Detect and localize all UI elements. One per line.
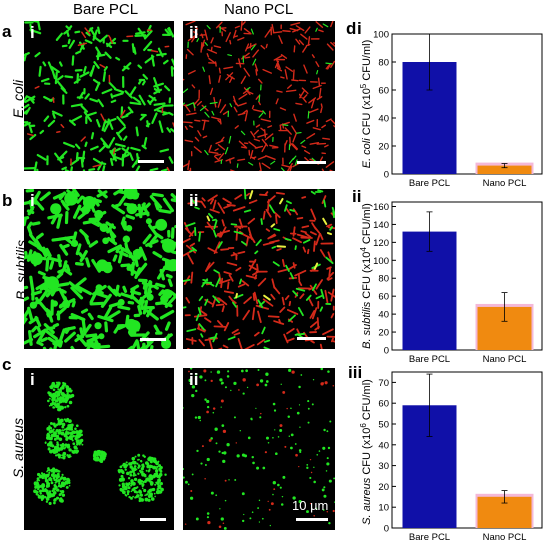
- chart-ecoli: i 0 20 40 60 80 100 Bare PCL Nano PCL E. coli CFU…: [357, 19, 543, 189]
- y-tick-label: 40: [378, 310, 389, 321]
- chart-frame: [391, 371, 543, 529]
- y-tick-label: 20: [378, 328, 389, 339]
- y-tick-label: 0: [384, 346, 389, 357]
- y-tick-label: 20: [378, 142, 389, 153]
- y-tick-label: 50: [378, 420, 389, 431]
- bacteria-field: [183, 21, 335, 171]
- y-tick-label: 70: [378, 378, 389, 389]
- micrograph-numeral: ii: [189, 370, 199, 389]
- y-tick-label: 140: [373, 220, 389, 231]
- bacteria-field: [183, 368, 335, 530]
- micrograph-numeral: ii: [189, 191, 199, 210]
- scale-bar: [297, 337, 326, 340]
- scale-bar: [140, 518, 166, 521]
- chart-panel-numeral: i: [357, 19, 362, 38]
- scale-bar: [296, 518, 328, 521]
- bar: [477, 165, 532, 174]
- y-tick-label: 60: [378, 292, 389, 303]
- micrograph-a-bare: i: [24, 21, 174, 171]
- y-tick-label: 0: [384, 524, 389, 535]
- x-tick-label: Nano PCL: [483, 532, 527, 542]
- x-tick-label: Nano PCL: [483, 354, 527, 365]
- micrograph-c-nano: ii 10 µm: [183, 368, 335, 530]
- micrograph-numeral: i: [30, 23, 35, 42]
- bacteria-field: [33, 381, 167, 505]
- y-tick-label: 20: [378, 482, 389, 493]
- y-axis-label: B. subtilis CFU (x104 CFU/ml): [359, 203, 374, 349]
- panel-letter-a: a: [2, 22, 12, 41]
- micrograph-c-bare: i: [24, 368, 174, 530]
- chart-frame: [391, 33, 543, 175]
- x-tick-label: Bare PCL: [409, 178, 450, 189]
- column-header-bare: Bare PCL: [73, 1, 139, 18]
- scale-bar: [138, 160, 164, 163]
- bacteria-field: [24, 189, 176, 349]
- y-tick-label: 40: [378, 114, 389, 125]
- y-tick-label: 40: [378, 440, 389, 451]
- micrograph-b-bare: i: [24, 189, 176, 349]
- micrograph-numeral: i: [30, 191, 35, 210]
- bacteria-field: [24, 21, 174, 171]
- scale-bar-label: 10 µm: [292, 498, 329, 513]
- y-tick-label: 30: [378, 461, 389, 472]
- y-tick-label: 120: [373, 238, 389, 249]
- chart-frame: [391, 201, 543, 351]
- y-tick-label: 0: [384, 170, 389, 181]
- y-tick-label: 60: [378, 399, 389, 410]
- panel-letter-c: c: [2, 355, 12, 374]
- chart-panel-numeral: ii: [352, 187, 361, 206]
- x-tick-label: Nano PCL: [483, 178, 527, 189]
- micrograph-b-nano: ii: [183, 189, 335, 349]
- x-tick-label: Bare PCL: [409, 532, 450, 542]
- y-tick-label: 160: [373, 202, 389, 213]
- y-axis-label: E. coli CFU (x105 CFU/ml): [359, 40, 374, 169]
- y-tick-label: 80: [378, 274, 389, 285]
- micrograph-numeral: i: [30, 370, 35, 389]
- y-tick-label: 60: [378, 86, 389, 97]
- y-tick-label: 100: [373, 256, 389, 267]
- y-axis-label: S. aureus CFU (x106 CFU/ml): [359, 379, 374, 525]
- panel-letter-d: d: [346, 19, 356, 38]
- column-header-nano: Nano PCL: [224, 1, 294, 18]
- chart-panel-numeral: iii: [348, 363, 362, 382]
- panel-letter-b: b: [2, 191, 13, 210]
- chart-bsubtilis: ii 0 20 40 60 80 100 120 140 160 Bare PCL Nano PCL B…: [352, 187, 543, 365]
- micrograph-a-nano: ii: [183, 21, 335, 171]
- chart-saureus: iii 0 10 20 30 40 50 60 70 Bare PCL Nano PCL S. aur…: [348, 363, 543, 542]
- y-tick-label: 80: [378, 58, 389, 69]
- y-tick-label: 10: [378, 503, 389, 514]
- x-tick-label: Bare PCL: [409, 354, 450, 365]
- scale-bar: [297, 161, 326, 164]
- scale-bar: [140, 338, 166, 341]
- y-tick-label: 100: [373, 30, 389, 41]
- micrograph-numeral: ii: [189, 23, 199, 42]
